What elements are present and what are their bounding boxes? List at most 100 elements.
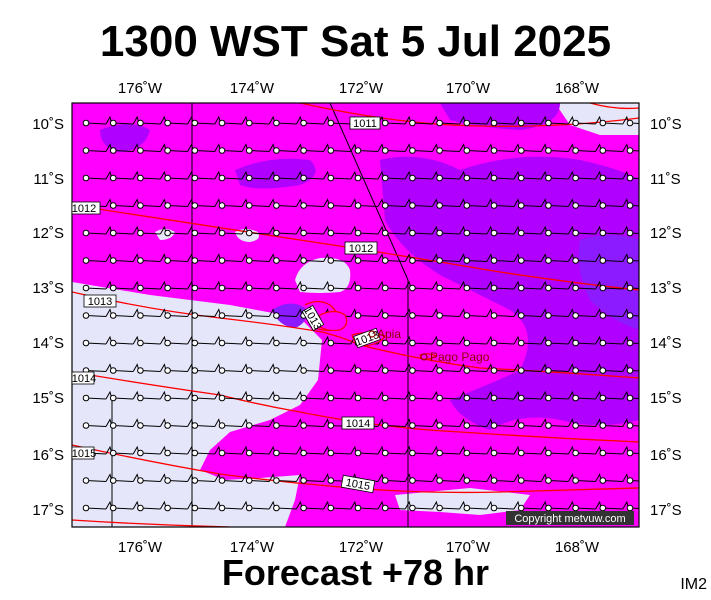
lat-label: 13˚S (650, 280, 682, 297)
wind-barb (626, 174, 639, 182)
wind-barb (599, 500, 630, 512)
wind-barb (381, 500, 412, 512)
wind-barb (626, 477, 639, 484)
copyright-box (506, 511, 634, 525)
wind-barb (381, 115, 412, 127)
wind-barb (463, 198, 494, 209)
wind-barb (137, 363, 167, 374)
lat-label: 15˚S (32, 390, 64, 407)
wind-barb (463, 418, 494, 429)
wind-barb (300, 253, 331, 264)
wind-barb (245, 335, 276, 347)
wind-barb (572, 115, 603, 127)
copyright-text: Copyright metvuw.com (514, 513, 625, 525)
lat-label: 10˚S (650, 116, 682, 133)
wind-barb (463, 500, 494, 512)
wind-barb (545, 363, 575, 374)
isobar-label: 1012 (72, 203, 96, 215)
wind-barb (137, 143, 167, 154)
wind-barb (626, 284, 639, 292)
place-labels: Apia Pago Pago (368, 327, 490, 364)
lon-labels-top: 176˚W 174˚W 172˚W 170˚W 168˚W (118, 80, 600, 97)
lat-label: 15˚S (650, 390, 682, 407)
lat-label: 13˚S (32, 280, 64, 297)
map-frame (71, 102, 640, 528)
place-label-apia: Apia (377, 327, 401, 341)
lat-label: 10˚S (32, 116, 64, 133)
wind-barb (517, 335, 548, 347)
wind-barb (218, 225, 249, 237)
place-label-pago-pago: Pago Pago (430, 350, 490, 364)
lat-labels-right: 10˚S 11˚S 12˚S 13˚S 14˚S 15˚S 16˚S 17˚S (650, 116, 682, 519)
wind-barb (300, 280, 331, 292)
wind-barb (517, 280, 548, 292)
wind-barb (109, 253, 140, 264)
lon-label: 174˚W (230, 80, 275, 97)
lon-label: 176˚W (118, 539, 163, 556)
wind-barb (572, 280, 603, 292)
lon-label: 170˚W (446, 539, 491, 556)
heavy-rain-area-west (235, 158, 316, 189)
wind-barb (409, 473, 439, 484)
wind-barb (354, 445, 385, 457)
wind-barb (164, 335, 195, 347)
wind-barb (82, 308, 113, 319)
wind-barb (109, 445, 140, 457)
wind-barb (572, 335, 603, 347)
no-rain-area-ne (555, 103, 639, 135)
lat-label: 11˚S (650, 171, 681, 188)
lat-label: 16˚S (32, 447, 64, 464)
no-rain-area-north (295, 257, 351, 293)
wind-barb (381, 225, 412, 237)
wind-barb (164, 280, 195, 292)
wind-barb (517, 225, 548, 237)
lon-label: 168˚W (555, 539, 600, 556)
lat-label: 17˚S (650, 502, 682, 519)
wind-barb (245, 225, 276, 237)
wind-barb (381, 280, 412, 292)
wind-barb (463, 473, 494, 484)
wind-barb (354, 363, 385, 374)
lat-label: 12˚S (650, 225, 682, 242)
wind-barb (572, 363, 603, 374)
wind-barb (381, 308, 412, 319)
isobar-label: 1015 (72, 448, 96, 460)
wind-barb (545, 115, 575, 127)
wind-barb (164, 198, 195, 209)
wind-barb (626, 394, 639, 402)
wind-barb (218, 198, 249, 209)
lat-label: 17˚S (32, 502, 64, 519)
lon-label: 174˚W (230, 539, 275, 556)
wind-barb (300, 170, 331, 182)
wind-barb (191, 115, 222, 127)
wind-barb (164, 445, 195, 457)
chart-code: IM2 (680, 576, 707, 593)
wind-barb (137, 225, 167, 237)
wind-barb (300, 115, 331, 127)
lon-label: 176˚W (118, 80, 163, 97)
wind-barb (626, 367, 639, 374)
wind-barb (381, 418, 412, 429)
wind-barb (626, 422, 639, 429)
wind-barb (109, 280, 140, 292)
wind-barb (218, 390, 249, 402)
wind-barb (490, 225, 521, 237)
isobar-1015 (72, 444, 639, 494)
wind-barb (545, 473, 575, 484)
wind-barb (354, 225, 385, 237)
wind-barb (137, 170, 167, 182)
wind-barb (381, 445, 412, 457)
wind-barb (137, 390, 167, 402)
lat-labels-left: 10˚S 11˚S 12˚S 13˚S 14˚S 15˚S 16˚S 17˚S (32, 116, 64, 519)
lat-label: 16˚S (650, 447, 682, 464)
wind-barb (599, 280, 630, 292)
wind-barb (517, 473, 548, 484)
isobar-label: 1015 (345, 477, 371, 493)
lat-label: 11˚S (33, 171, 64, 188)
isobar-label: 1014 (346, 418, 370, 430)
wind-barb (82, 390, 113, 402)
wind-barb (354, 390, 385, 402)
wind-barb (545, 308, 575, 319)
wind-barbs (82, 115, 639, 512)
